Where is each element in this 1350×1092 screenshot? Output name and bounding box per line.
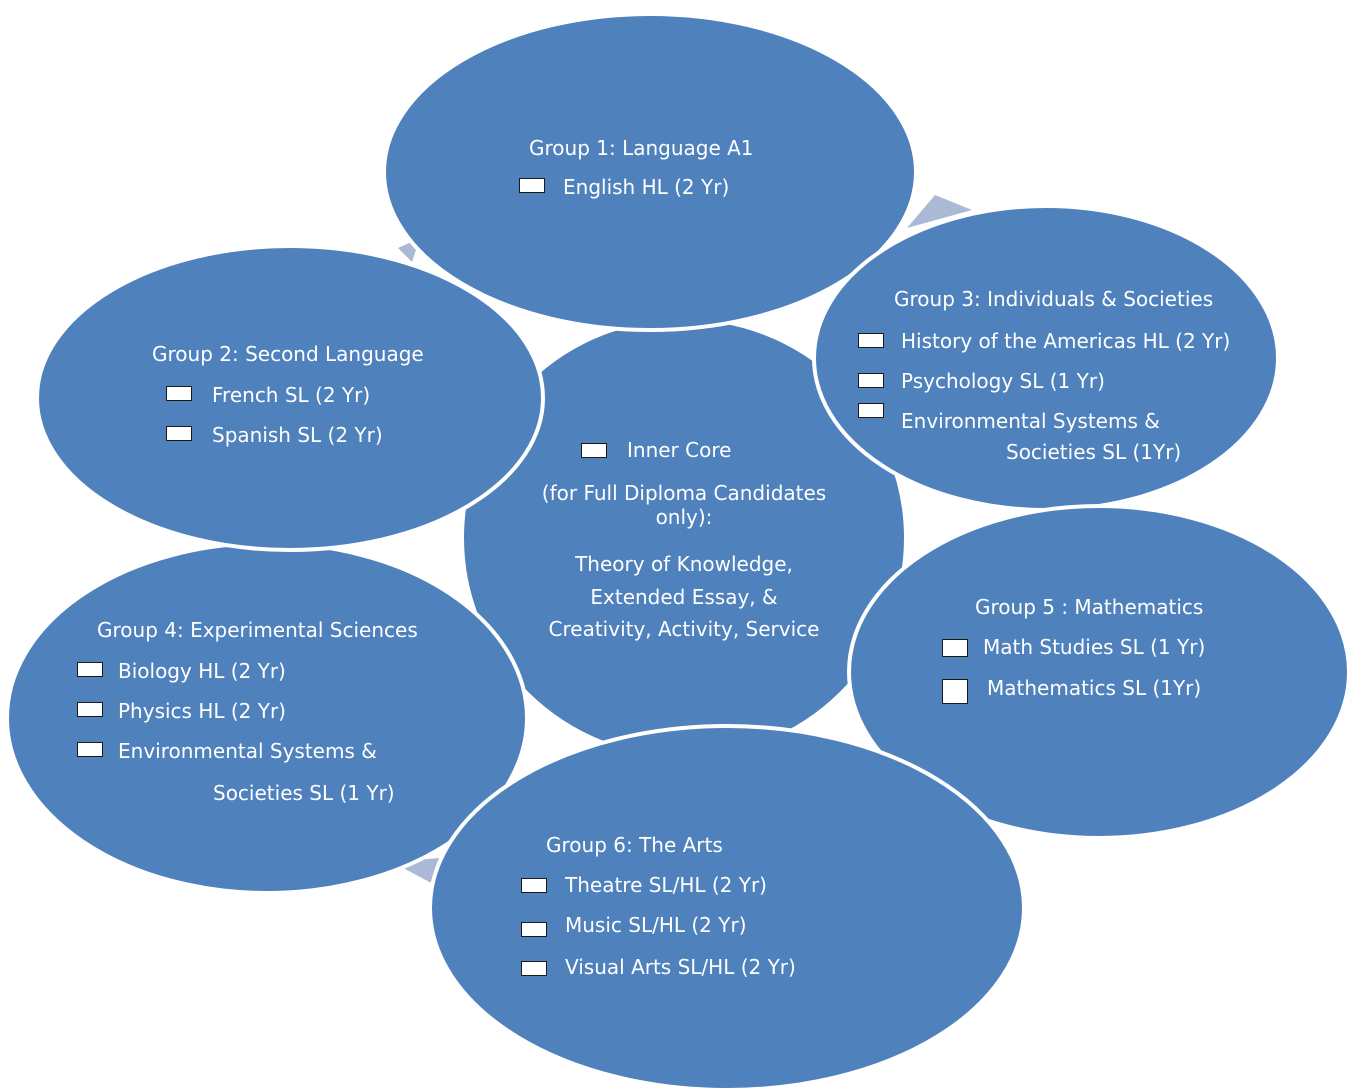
group5-title: Group 5 : Mathematics [975,595,1204,619]
arrow-group1-to-group3 [907,195,972,228]
group2-item-1: French SL (2 Yr) [212,383,371,407]
group4-checkbox-1[interactable] [77,662,103,677]
group5-item-2: Mathematics SL (1Yr) [987,676,1202,700]
group3-item-2: Psychology SL (1 Yr) [901,369,1105,393]
inner-core-line-2: only): [655,505,713,529]
inner-core-line-5: Creativity, Activity, Service [548,617,820,641]
group6-checkbox-1[interactable] [521,878,547,893]
group1-checkbox-1[interactable] [519,178,545,193]
group4-item-3-cont: Societies SL (1 Yr) [213,781,395,805]
inner-core-line-3: Theory of Knowledge, [575,552,793,576]
group3-item-1: History of the Americas HL (2 Yr) [901,329,1231,353]
group2-item-2: Spanish SL (2 Yr) [212,423,383,447]
group6-checkbox-3[interactable] [521,961,547,976]
group6-checkbox-2[interactable] [521,922,547,937]
group3-checkbox-2[interactable] [858,373,884,388]
group4-item-3: Environmental Systems & [118,739,377,763]
group1-ellipse [382,12,918,332]
group3-checkbox-1[interactable] [858,333,884,348]
group5-checkbox-2[interactable] [942,679,968,704]
group6-item-3: Visual Arts SL/HL (2 Yr) [565,955,796,979]
group2-checkbox-1[interactable] [166,386,192,401]
group3-ellipse [812,204,1280,512]
group4-title: Group 4: Experimental Sciences [97,618,418,642]
group2-ellipse [35,244,545,552]
group6-ellipse [428,724,1026,1092]
group6-item-2: Music SL/HL (2 Yr) [565,913,747,937]
group5-item-1: Math Studies SL (1 Yr) [983,635,1206,659]
group4-checkbox-3[interactable] [77,742,103,757]
group5-checkbox-1[interactable] [942,639,968,657]
group2-title: Group 2: Second Language [152,342,424,366]
group4-checkbox-2[interactable] [77,702,103,717]
group5-ellipse [847,504,1350,840]
group3-item-3: Environmental Systems & [901,409,1160,433]
group1-item-1: English HL (2 Yr) [563,175,730,199]
group3-item-3-cont: Societies SL (1Yr) [1006,440,1182,464]
group4-item-1: Biology HL (2 Yr) [118,659,286,683]
group6-title: Group 6: The Arts [546,833,723,857]
group3-checkbox-3[interactable] [858,403,884,418]
group6-item-1: Theatre SL/HL (2 Yr) [565,873,767,897]
inner-core-checkbox[interactable] [581,443,607,458]
group3-title: Group 3: Individuals & Societies [894,287,1214,311]
inner-core-line-4: Extended Essay, & [590,585,778,609]
group2-checkbox-2[interactable] [166,426,192,441]
inner-core-line-1: (for Full Diploma Candidates [541,481,827,505]
group1-title: Group 1: Language A1 [529,136,754,160]
inner-core-label: Inner Core [627,438,732,462]
group4-item-2: Physics HL (2 Yr) [118,699,286,723]
